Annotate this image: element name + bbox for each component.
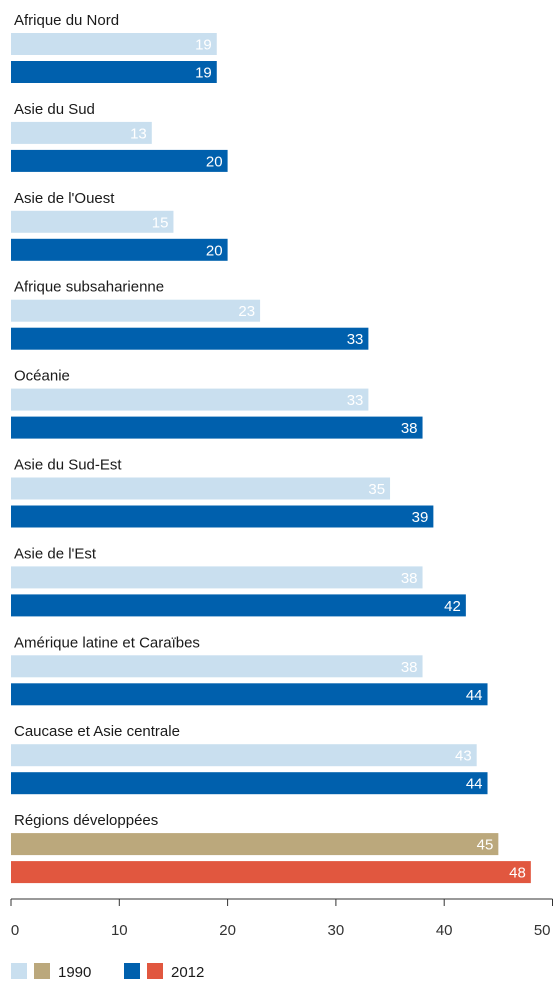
legend-label-1990: 1990 xyxy=(58,964,91,981)
value-label-1990: 45 xyxy=(477,837,494,854)
bar-2012-afrique-subsaharienne xyxy=(11,327,369,350)
legend-swatch-2012-developed xyxy=(147,963,163,979)
value-label-1990: 35 xyxy=(368,481,385,498)
bar-2012-asie-du-sud-est xyxy=(11,505,434,528)
category-label: Océanie xyxy=(14,368,70,385)
bar-1990-asie-du-sud-est xyxy=(11,477,391,500)
legend-label-2012: 2012 xyxy=(171,964,204,981)
bar-1990-oceanie xyxy=(11,388,369,411)
bar-2012-regions-developpees xyxy=(11,861,531,884)
value-label-2012: 48 xyxy=(509,865,526,882)
bar-1990-afrique-subsaharienne xyxy=(11,299,261,322)
category-label: Afrique du Nord xyxy=(14,12,119,29)
x-tick-label: 40 xyxy=(436,922,453,939)
category-group-caucase-et-asie-centrale: Caucase et Asie centrale 43 44 xyxy=(11,723,488,795)
value-label-1990: 15 xyxy=(152,214,169,231)
bar-1990-asie-du-sud xyxy=(11,121,152,144)
category-group-afrique-subsaharienne: Afrique subsaharienne 23 33 xyxy=(11,279,369,350)
bar-2012-caucase-et-asie-centrale xyxy=(11,772,488,795)
category-group-afrique-du-nord: Afrique du Nord 19 19 xyxy=(11,12,217,83)
legend-swatch-2012 xyxy=(124,963,140,979)
category-group-asie-du-sud-est: Asie du Sud-Est 35 39 xyxy=(11,457,434,528)
value-label-2012: 33 xyxy=(347,331,364,348)
x-tick-label: 0 xyxy=(11,922,19,939)
category-label: Asie du Sud xyxy=(14,101,95,118)
legend: 1990 2012 xyxy=(11,963,204,981)
value-label-2012: 39 xyxy=(412,509,429,526)
bar-2012-oceanie xyxy=(11,416,423,439)
category-label: Caucase et Asie centrale xyxy=(14,723,180,740)
value-label-1990: 43 xyxy=(455,748,472,765)
bar-2012-afrique-du-nord xyxy=(11,61,217,83)
legend-swatch-1990-developed xyxy=(34,963,50,979)
x-tick-label: 20 xyxy=(219,922,236,939)
bar-1990-caucase-et-asie-centrale xyxy=(11,744,477,767)
legend-swatch-1990 xyxy=(11,963,27,979)
value-label-2012: 42 xyxy=(444,598,461,615)
value-label-2012: 44 xyxy=(466,776,483,793)
value-label-1990: 38 xyxy=(401,659,418,676)
category-group-asie-de-l-est: Asie de l'Est 38 42 xyxy=(11,545,466,617)
x-tick-label: 10 xyxy=(111,922,128,939)
value-label-2012: 19 xyxy=(195,65,212,82)
category-group-oceanie: Océanie 33 38 xyxy=(11,368,423,439)
value-label-2012: 20 xyxy=(206,153,223,170)
value-label-2012: 20 xyxy=(206,242,223,259)
category-group-regions-developpees: Régions développées 45 48 xyxy=(11,812,531,884)
value-label-2012: 38 xyxy=(401,420,418,437)
bar-1990-asie-de-l-ouest xyxy=(11,210,174,233)
x-tick-label: 50 xyxy=(534,922,551,939)
bar-1990-asie-de-l-est xyxy=(11,566,423,589)
category-label: Amérique latine et Caraïbes xyxy=(14,634,200,651)
bar-2012-asie-de-l-ouest xyxy=(11,238,228,261)
category-group-amerique-latine-et-caraibes: Amérique latine et Caraïbes 38 44 xyxy=(11,634,488,706)
value-label-1990: 23 xyxy=(238,303,255,320)
value-label-1990: 33 xyxy=(347,392,364,409)
category-label: Asie de l'Ouest xyxy=(14,190,115,207)
value-label-2012: 44 xyxy=(466,687,483,704)
x-tick-label: 30 xyxy=(328,922,345,939)
bar-2012-amerique-latine-et-caraibes xyxy=(11,683,488,706)
value-label-1990: 19 xyxy=(195,37,212,54)
category-label: Régions développées xyxy=(14,812,158,829)
value-label-1990: 38 xyxy=(401,570,418,587)
bar-2012-asie-du-sud xyxy=(11,149,228,172)
category-group-asie-de-l-ouest: Asie de l'Ouest 15 20 xyxy=(11,190,228,261)
category-label: Asie du Sud-Est xyxy=(14,457,122,474)
x-axis: 0 10 20 30 40 50 xyxy=(10,898,553,939)
category-label: Asie de l'Est xyxy=(14,545,97,562)
bar-1990-afrique-du-nord xyxy=(11,33,217,55)
bar-1990-regions-developpees xyxy=(11,833,499,856)
bar-2012-asie-de-l-est xyxy=(11,594,466,617)
category-label: Afrique subsaharienne xyxy=(14,279,164,296)
category-group-asie-du-sud: Asie du Sud 13 20 xyxy=(11,101,228,172)
bar-1990-amerique-latine-et-caraibes xyxy=(11,655,423,678)
value-label-1990: 13 xyxy=(130,125,147,142)
